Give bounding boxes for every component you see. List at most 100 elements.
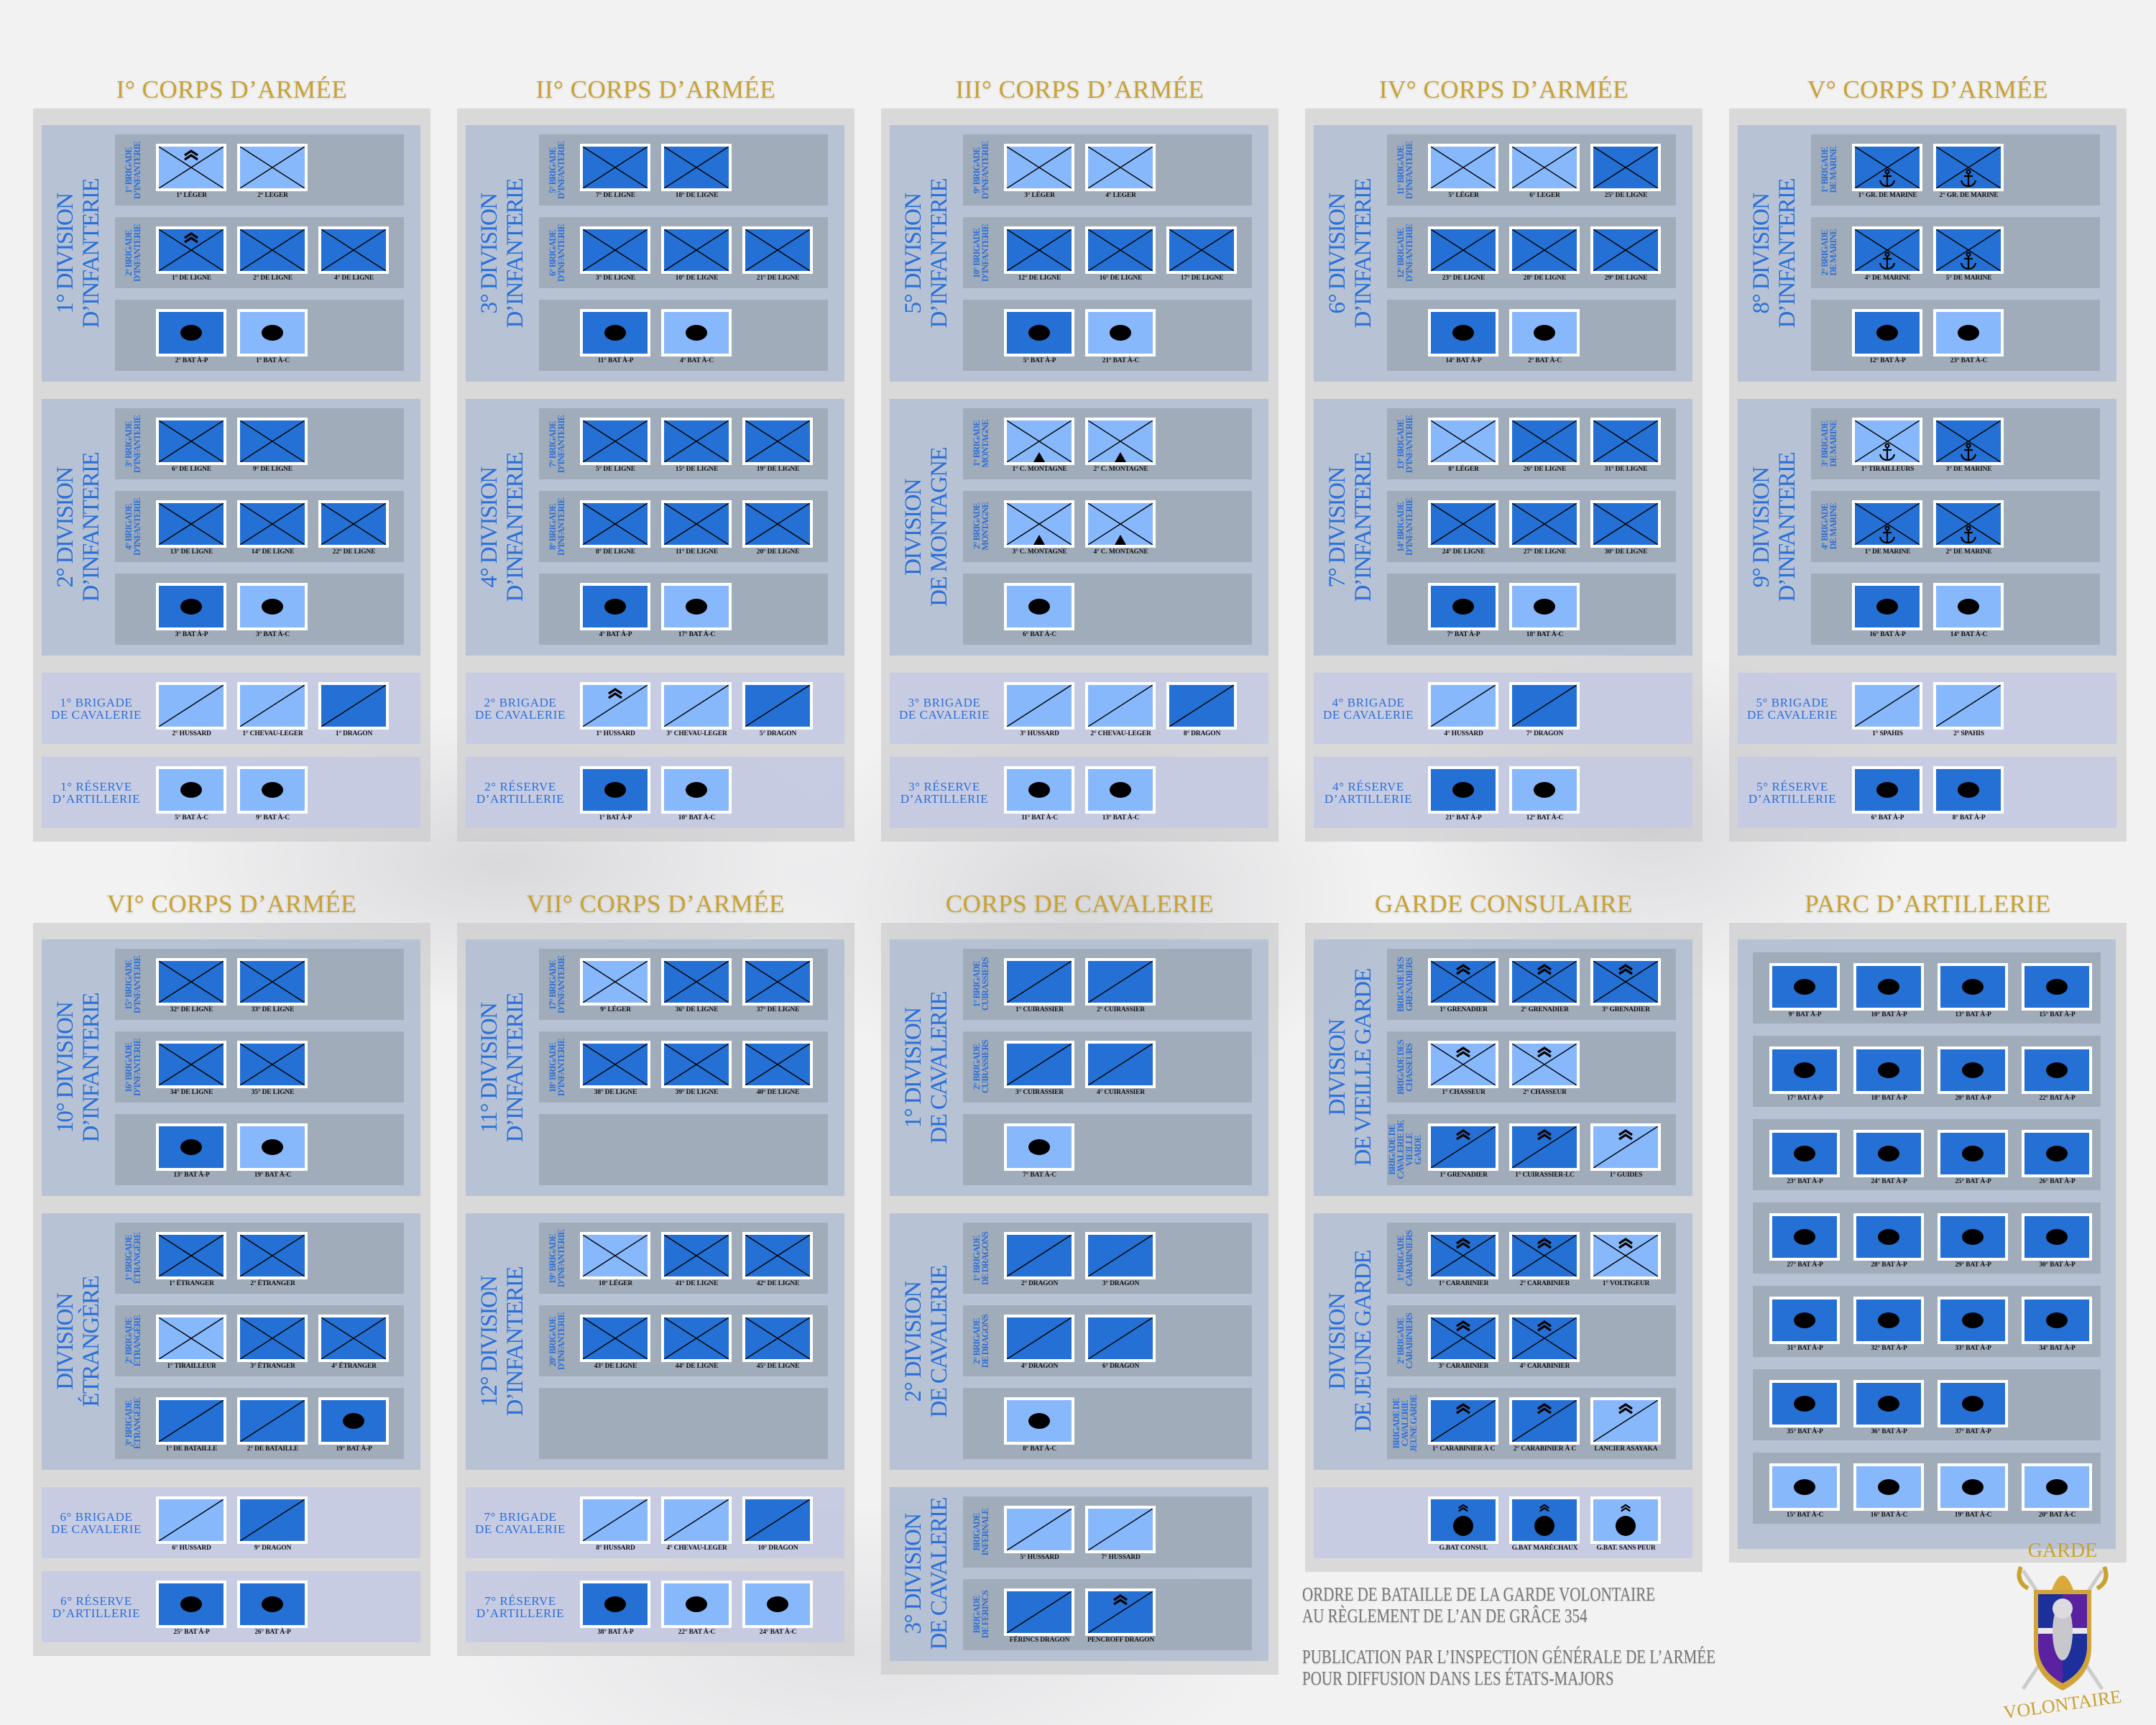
infantry-flag xyxy=(1004,226,1074,274)
unit: 28° DE LIGNE xyxy=(1504,226,1585,291)
cavalry-flag xyxy=(1509,1397,1580,1445)
unit-label: 32° DE LIGNE xyxy=(170,1006,213,1013)
artillery-flag xyxy=(1769,1297,1840,1344)
unit-label: 1° CHASSEUR xyxy=(1442,1089,1485,1096)
unit: 2° DE MARINE xyxy=(1928,500,2009,565)
infantry-unit-symbol-icon xyxy=(664,503,729,545)
infantry-unit-symbol-icon xyxy=(1431,1317,1496,1359)
guard-artillery-block: G.BAT CONSUL G.BAT MARÉCHAUX G.BAT. SANS P… xyxy=(1314,1487,1692,1558)
division-label: 3° DIVISION D’INFANTERIE xyxy=(466,125,539,382)
artillery-reserve-block: 3° RÉSERVE D’ARTILLERIE 11° BAT À-C 13° BAT… xyxy=(890,757,1268,828)
infantry-flag xyxy=(580,1315,650,1362)
unit: 1° CUIRASSIER-LC xyxy=(1504,1123,1585,1188)
cavalry-flag xyxy=(237,682,308,730)
division-title-line: 5° DIVISION xyxy=(900,193,926,313)
block-label-line: D’ARTILLERIE xyxy=(1748,791,1837,806)
infantry-unit-symbol-icon xyxy=(240,420,305,462)
infantry-flag xyxy=(1428,958,1498,1006)
unit: 1° BAT À-C xyxy=(232,309,313,374)
block-label-line: D’ARTILLERIE xyxy=(1324,791,1413,806)
unit-label: 45° DE LIGNE xyxy=(756,1363,800,1370)
infantry-flag xyxy=(1004,418,1074,465)
brigade-title: BRIGADE INFERNALE xyxy=(972,1509,990,1556)
artillery-flag xyxy=(580,583,650,630)
block-label-line: 2° RÉSERVE xyxy=(484,779,556,794)
infantry-unit-symbol-icon xyxy=(1512,503,1577,545)
unit-label: 2° DRAGON xyxy=(1021,1280,1059,1287)
infantry-unit-symbol-icon xyxy=(745,420,810,462)
footer-notes: ORDRE DE BATAILLE DE LA GARDE VOLONTAIRE… xyxy=(1302,1583,1715,1689)
unit: 5° BAT À-C xyxy=(151,766,232,831)
division-label: DIVISION DE MONTAGNE xyxy=(890,399,963,656)
infantry-flag xyxy=(237,144,308,191)
artillery-unit-symbol-icon xyxy=(2024,1216,2089,1258)
unit: 22° BAT À-C xyxy=(656,1581,737,1645)
infantry-unit-symbol-icon xyxy=(159,420,224,462)
division-title-line: DE CAVALERIE xyxy=(926,1498,952,1650)
unit: 10° DE LIGNE xyxy=(656,226,737,291)
brigade-title: 10° BRIGADE D’INFANTERIE xyxy=(972,224,990,282)
unit-label: 2° ÉTRANGER xyxy=(250,1280,295,1287)
artillery-unit-symbol-icon xyxy=(240,769,305,811)
unit: 20° DE LIGNE xyxy=(737,500,819,565)
division-title: 1° DIVISION D’INFANTERIE xyxy=(52,179,104,328)
unit: 22° BAT À-P xyxy=(2017,1046,2098,1111)
cavalry-flag xyxy=(1004,1041,1074,1088)
unit: 39° DE LIGNE xyxy=(656,1041,737,1105)
brigade-row: 4° BRIGADE DE MARINE 1° DE MARINE 2° DE MAR… xyxy=(1811,491,2100,562)
unit-label: 31° BAT À-P xyxy=(1787,1345,1823,1352)
unit-label: 11° DE LIGNE xyxy=(676,548,718,556)
artillery-reserve-block: 7° RÉSERVE D’ARTILLERIE 38° BAT À-P 22° BAT… xyxy=(466,1571,844,1642)
corps-panel: 11° DIVISION D’INFANTERIE 17° BRIGADE D’INF… xyxy=(457,923,854,1656)
brigade-title: BRIGADE DE CAVALERIE JEUNE GARDE xyxy=(1391,1395,1419,1452)
unit: 3° CHEVAU-LEGER xyxy=(656,682,737,747)
brigade-title: 17° BRIGADE D’INFANTERIE xyxy=(548,956,566,1013)
unit: 4° DE LIGNE xyxy=(313,226,395,291)
artillery-flag xyxy=(1938,1463,2008,1511)
unit: 21° BAT À-P xyxy=(1423,766,1504,831)
unit: 6° HUSSARD xyxy=(151,1496,232,1561)
unit: 29° DE LIGNE xyxy=(1585,226,1667,291)
unit: 23° BAT À-C xyxy=(1928,309,2009,374)
unit-label: 6° BAT À-P xyxy=(1871,814,1904,822)
unit-label: 13° BAT À-P xyxy=(1955,1011,1991,1018)
unit-label: 18° BAT À-P xyxy=(1871,1095,1907,1102)
cavalry-flag xyxy=(1004,682,1074,730)
unit-label: 27° DE LIGNE xyxy=(1523,548,1567,556)
brigade-label: 3° BRIGADE DE MARINE xyxy=(1813,408,1845,479)
infantry-flag xyxy=(156,144,226,191)
infantry-unit-symbol-icon xyxy=(159,503,224,545)
brigade-row: 2° BRIGADE MONTAGNE 3° C. MONTAGNE 4° C. MO… xyxy=(963,491,1252,562)
unit-label: 42° DE LIGNE xyxy=(756,1280,800,1287)
brigade-title: 7° BRIGADE D’INFANTERIE xyxy=(548,415,566,473)
block-label-line: 1° RÉSERVE xyxy=(60,779,132,794)
division-title-line: D’INFANTERIE xyxy=(78,178,104,328)
unit-label: 1° DE LIGNE xyxy=(172,275,211,282)
unit: 24° BAT À-C xyxy=(737,1581,819,1645)
corps-title: V° CORPS D’ARMÉE xyxy=(1807,75,2049,104)
unit: 1° GRENADIER xyxy=(1423,1123,1504,1188)
artillery-unit-symbol-icon xyxy=(1512,312,1577,354)
artillery-unit-symbol-icon xyxy=(664,1583,729,1625)
unit: 8° HUSSARD xyxy=(575,1496,656,1561)
unit: 15° BAT À-C xyxy=(1764,1463,1846,1528)
cavalry-unit-symbol-icon xyxy=(1007,685,1072,727)
unit-label: 3° DE MARINE xyxy=(1945,466,1992,473)
unit-label: 2° CUIRASSIER xyxy=(1097,1006,1145,1013)
brigade-title-line: INFERNALE xyxy=(980,1508,990,1556)
brigade-title-line: D’INFANTERIE xyxy=(132,1038,142,1096)
division-label: 10° DIVISION D’INFANTERIE xyxy=(42,939,115,1196)
infantry-unit-symbol-icon xyxy=(1088,147,1153,188)
brigade-row: 1° BRIGADE MONTAGNE 1° C. MONTAGNE 2° C. MO… xyxy=(963,408,1252,479)
infantry-unit-symbol-icon xyxy=(1936,147,2001,188)
brigade-row: 2° BRIGADE D’INFANTERIE 1° DE LIGNE 2° DE L… xyxy=(115,217,404,288)
unit-label: 3° GRENADIER xyxy=(1602,1006,1650,1013)
unit: 8° BAT À-P xyxy=(1928,766,2009,831)
block-label: 5° RÉSERVE D’ARTILLERIE xyxy=(1738,757,1847,828)
artillery-flag xyxy=(2022,963,2092,1011)
infantry-unit-symbol-icon xyxy=(1088,420,1153,462)
division-title: 12° DIVISION D’INFANTERIE xyxy=(476,1267,528,1416)
brigade-row: 1° BRIGADE CUIRASSIERS 1° CUIRASSIER 2° CUI… xyxy=(963,949,1252,1020)
cavalry-flag xyxy=(1004,1506,1074,1553)
infantry-unit-symbol-icon xyxy=(664,1235,729,1276)
